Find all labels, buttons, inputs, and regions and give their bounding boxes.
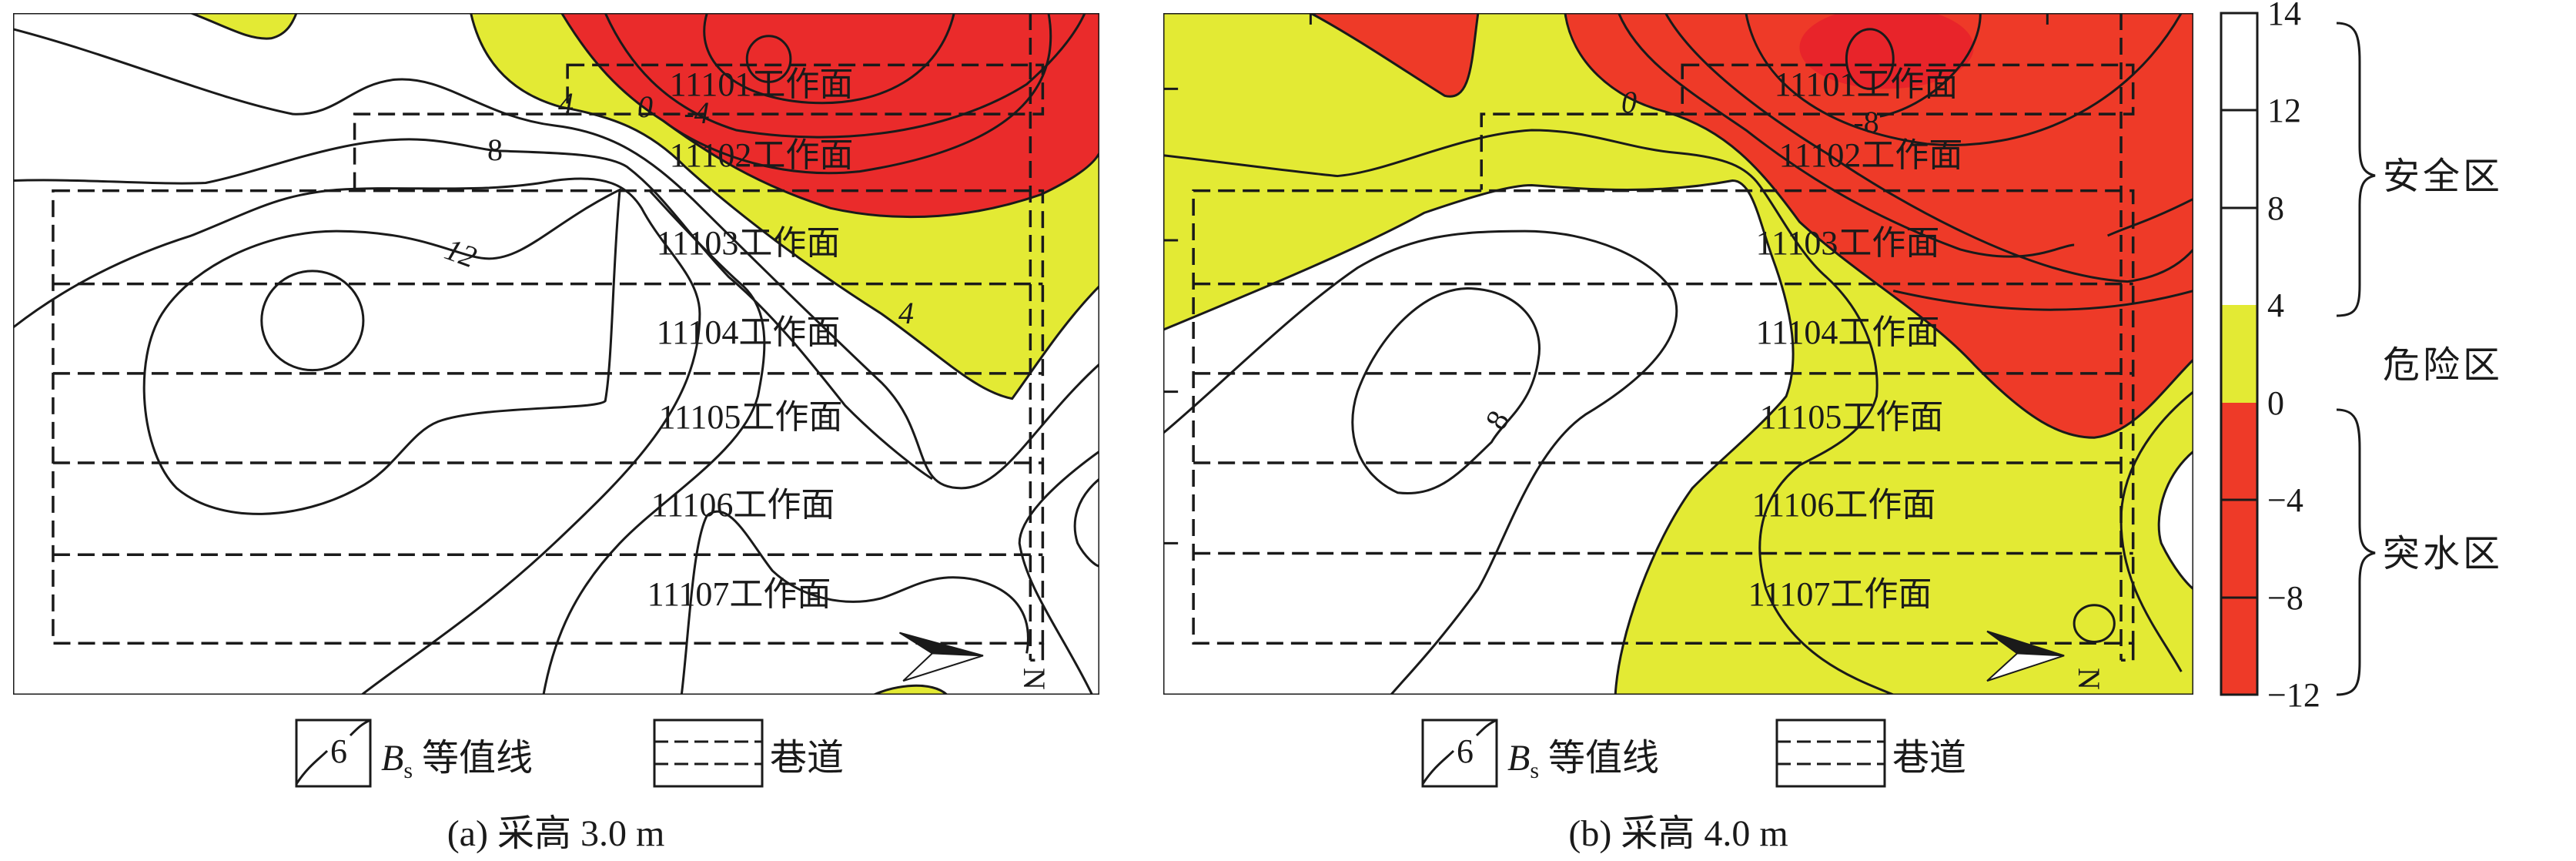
- brace-icon: [2336, 408, 2376, 696]
- brace-icon: [2336, 22, 2376, 317]
- colorbar-segment-danger: [2221, 305, 2257, 403]
- workface-label: 11105工作面: [659, 398, 843, 436]
- colorbar-tick: 8: [2267, 189, 2284, 227]
- contour-label: 0: [1621, 85, 1637, 119]
- roadways: [53, 13, 1042, 660]
- workface-label: 11103工作面: [1756, 224, 1940, 262]
- workface-label: 11103工作面: [657, 224, 841, 262]
- colorbar: 14 12 8 4 0 −4 −8 −12 安全区 危险区 突水区: [2220, 0, 2503, 714]
- safe-zone-fill: [1163, 181, 1793, 695]
- contour-line-icon: 6: [1421, 719, 1498, 788]
- legend-a: 6 Bs 等值线 巷道 (a) 采高 3.0 m: [295, 719, 844, 854]
- contour-label: 0: [637, 89, 653, 124]
- colorbar-ticks: 14 12 8 4 0 −4 −8 −12: [2267, 0, 2320, 714]
- zone-label-danger: 危险区: [2383, 345, 2503, 386]
- legend-b: 6 Bs 等值线 巷道 (b) 采高 4.0 m: [1421, 719, 1966, 854]
- colorbar-tick: 4: [2267, 286, 2284, 324]
- dashed-roadway-icon: [653, 719, 764, 788]
- inrush-zone-fill: [1565, 13, 2193, 437]
- north-arrow-icon: [1987, 632, 2064, 681]
- colorbar-segment-inrush: [2221, 403, 2257, 695]
- contour-line-icon: 6: [295, 719, 372, 788]
- contour-sample-label: 6: [1457, 732, 1474, 770]
- north-label: N: [2072, 668, 2106, 690]
- colorbar-tick: 12: [2267, 92, 2301, 129]
- workface-label: 11101工作面: [670, 65, 854, 103]
- workface-label: 11102工作面: [1779, 136, 1963, 174]
- danger-zone-fill: [191, 13, 296, 39]
- axis-ticks: [1163, 13, 2047, 543]
- contour-label: 8: [487, 132, 503, 167]
- contour-lines: [13, 13, 1099, 695]
- roadways: [1193, 13, 2133, 660]
- zone-label-safe: 安全区: [2383, 156, 2503, 197]
- colorbar-tick: 0: [2267, 384, 2284, 422]
- colorbar-tick: −12: [2267, 676, 2320, 714]
- contour-label: 4: [898, 296, 914, 330]
- workface-label: 11107工作面: [1748, 575, 1932, 613]
- workface-label: 11105工作面: [1760, 398, 1944, 436]
- roadway-legend-label: 巷道: [770, 738, 844, 779]
- zone-label-inrush: 突水区: [2383, 534, 2503, 575]
- contour-label: -8: [1853, 105, 1878, 139]
- colorbar-tick: −4: [2267, 481, 2303, 519]
- contour-sample-label: 6: [330, 732, 347, 770]
- safe-zone-fill: [2159, 451, 2193, 589]
- workface-label: 11104工作面: [657, 313, 841, 351]
- north-label: N: [1017, 668, 1052, 690]
- workface-label: 11107工作面: [647, 575, 831, 613]
- panel-a: N 11101工作面 11102工作面 11103工作面 11104工作面 11…: [13, 13, 1099, 695]
- workface-label: 11101工作面: [1775, 65, 1959, 103]
- workface-label: 11102工作面: [670, 136, 854, 174]
- panel-a-caption: (a) 采高 3.0 m: [447, 813, 665, 854]
- workface-label: 11106工作面: [1752, 486, 1936, 524]
- workface-label: 11106工作面: [651, 486, 835, 524]
- panel-b: N 11101工作面 11102工作面 11103工作面 11104工作面 11…: [1163, 13, 2193, 695]
- contour-label: -4: [684, 95, 709, 130]
- contour-legend-label: Bs 等值线: [381, 738, 533, 783]
- workface-labels: 11101工作面 11102工作面 11103工作面 11104工作面 1110…: [647, 65, 854, 613]
- colorbar-tick: 14: [2267, 0, 2301, 32]
- inrush-zone-fill: [1310, 13, 1477, 96]
- contour-lines: [1163, 13, 2193, 695]
- contour-label: 4: [558, 86, 574, 121]
- panel-b-caption: (b) 采高 4.0 m: [1568, 813, 1788, 854]
- colorbar-tick: −8: [2267, 579, 2303, 617]
- colorbar-segment-safe: [2221, 13, 2257, 305]
- workface-label: 11104工作面: [1756, 313, 1940, 351]
- north-arrow-icon: [899, 633, 983, 682]
- contour-legend-label: Bs 等值线: [1507, 738, 1659, 783]
- dashed-roadway-icon: [1775, 719, 1886, 788]
- workface-labels: 11101工作面 11102工作面 11103工作面 11104工作面 1110…: [1748, 65, 1963, 613]
- roadway-legend-label: 巷道: [1892, 738, 1966, 779]
